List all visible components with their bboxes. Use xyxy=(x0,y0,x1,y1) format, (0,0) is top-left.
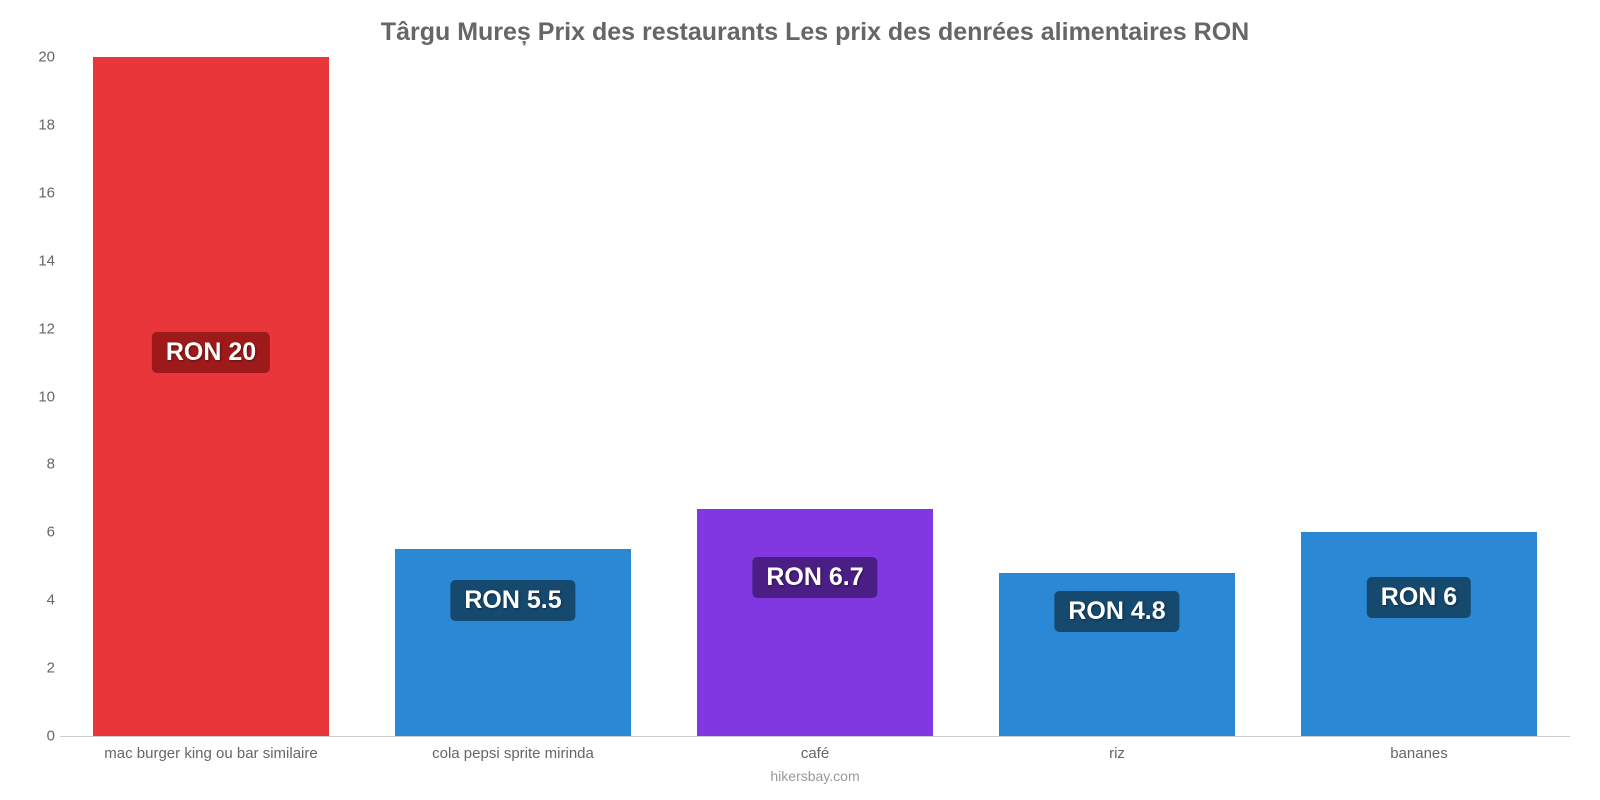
y-tick: 6 xyxy=(10,524,55,541)
y-tick: 20 xyxy=(10,49,55,66)
x-axis-labels: mac burger king ou bar similairecola pep… xyxy=(60,745,1570,762)
y-tick: 10 xyxy=(10,388,55,405)
y-tick: 12 xyxy=(10,320,55,337)
bar-value-label: RON 20 xyxy=(152,332,270,373)
price-chart: Târgu Mureș Prix des restaurants Les pri… xyxy=(0,0,1600,800)
x-category-label: mac burger king ou bar similaire xyxy=(60,745,362,762)
y-tick: 0 xyxy=(10,728,55,745)
bars-area: RON 20 RON 5.5 RON 6.7 RON 4.8 RON 6 xyxy=(60,57,1570,736)
bar: RON 6.7 xyxy=(697,509,933,736)
x-category-label: café xyxy=(664,745,966,762)
bar-slot: RON 4.8 xyxy=(966,57,1268,736)
x-category-label: riz xyxy=(966,745,1268,762)
bar: RON 6 xyxy=(1301,532,1537,736)
bar-slot: RON 6 xyxy=(1268,57,1570,736)
bar-slot: RON 20 xyxy=(60,57,362,736)
bar-slot: RON 5.5 xyxy=(362,57,664,736)
y-tick: 2 xyxy=(10,660,55,677)
bar-value-label: RON 4.8 xyxy=(1054,591,1179,632)
plot-area: 02468101214161820 RON 20RON 5.5RON 6.7RO… xyxy=(60,57,1570,737)
chart-footer: hikersbay.com xyxy=(60,768,1570,784)
x-category-label: bananes xyxy=(1268,745,1570,762)
bar: RON 4.8 xyxy=(999,573,1235,736)
y-tick: 18 xyxy=(10,116,55,133)
bar-value-label: RON 6 xyxy=(1367,577,1471,618)
y-tick: 8 xyxy=(10,456,55,473)
bar: RON 20 xyxy=(93,57,329,736)
y-tick: 16 xyxy=(10,184,55,201)
bar-value-label: RON 5.5 xyxy=(450,580,575,621)
y-axis: 02468101214161820 xyxy=(10,57,55,736)
y-tick: 14 xyxy=(10,252,55,269)
chart-title: Târgu Mureș Prix des restaurants Les pri… xyxy=(60,18,1570,47)
bar-slot: RON 6.7 xyxy=(664,57,966,736)
x-category-label: cola pepsi sprite mirinda xyxy=(362,745,664,762)
bar: RON 5.5 xyxy=(395,549,631,736)
y-tick: 4 xyxy=(10,592,55,609)
bar-value-label: RON 6.7 xyxy=(752,557,877,598)
